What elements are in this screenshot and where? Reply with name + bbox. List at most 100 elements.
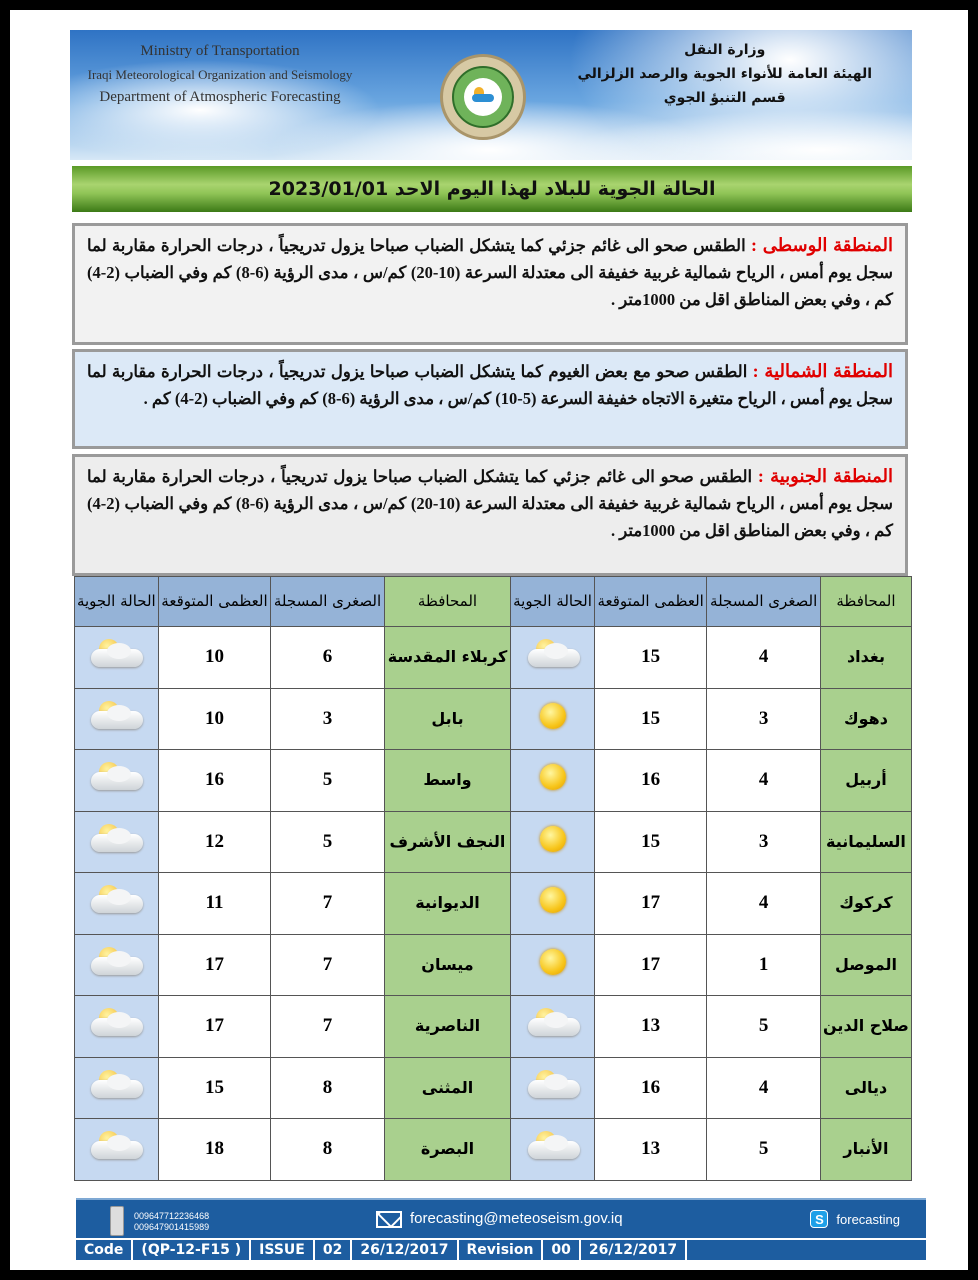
weather-condition [74,1056,159,1119]
partly-cloudy-icon [87,883,145,917]
weather-condition [510,1118,595,1181]
weather-condition [510,995,595,1058]
min-temp: 1 [706,933,821,996]
column-header: المحافظة [819,576,913,627]
table-row: دهوك 3 15 بابل 3 10 [74,687,913,750]
weather-condition [510,872,595,935]
min-temp: 6 [270,626,385,689]
weather-condition [74,687,159,750]
weather-condition [510,626,595,689]
partly-cloudy-icon [87,637,145,671]
province-name: ميسان [383,933,512,996]
province-name: الديوانية [383,872,512,935]
max-temp: 15 [157,1056,272,1119]
partly-cloudy-icon [87,945,145,979]
email-address[interactable]: forecasting@meteoseism.gov.iq [410,1210,623,1227]
weather-condition [510,687,595,750]
code-cell: Code [76,1240,134,1260]
max-temp: 12 [157,810,272,873]
province-name: صلاح الدين [819,995,913,1058]
column-header: العظمى المتوقعة [157,576,272,627]
min-temp: 4 [706,626,821,689]
column-header: العظمى المتوقعة [593,576,708,627]
document-code-bar: Code (QP-12-F15 ) ISSUE 02 26/12/2017 Revisio… [76,1238,926,1260]
max-temp: 10 [157,626,272,689]
partly-cloudy-icon [524,1068,582,1102]
region-name: المنطقة الشمالية : [752,361,894,381]
phone-numbers: 009647712236468 009647901415989 [134,1211,209,1233]
region-south: المنطقة الجنوبية : الطقس صحو الى غائم جز… [72,454,908,576]
region-text: الطقس صحو الى غائم جزئي كما يتشكل الضباب… [87,467,893,540]
province-name: دهوك [819,687,913,750]
region-central: المنطقة الوسطى : الطقس صحو الى غائم جزئي… [72,223,908,345]
footer: 009647712236468 009647901415989 forecast… [76,1198,926,1260]
weather-condition [510,1056,595,1119]
min-temp: 7 [270,995,385,1058]
weather-condition [74,1118,159,1181]
sun-icon [539,702,566,729]
max-temp: 17 [593,872,708,935]
max-temp: 15 [593,810,708,873]
sun-icon [539,764,566,791]
skype-icon: S [810,1210,829,1228]
en-line: Iraqi Meteorological Organization and Se… [87,67,353,82]
code-cell: 00 [543,1240,581,1260]
sun-icon [539,887,566,914]
province-name: كركوك [819,872,913,935]
max-temp: 16 [593,749,708,812]
phone-number: 009647901415989 [134,1222,210,1232]
phone-icon [110,1206,124,1236]
weather-condition [74,810,159,873]
weather-condition [74,995,159,1058]
weather-condition [74,626,159,689]
province-name: السليمانية [819,810,913,873]
table-row: كركوك 4 17 الديوانية 7 11 [74,872,913,935]
code-cell: (QP-12-F15 ) [133,1240,252,1260]
partly-cloudy-icon [87,699,145,733]
en-line: Department of Atmospheric Forecasting [99,89,341,105]
min-temp: 4 [706,872,821,935]
forecast-table: المحافظة الصغرى المسجلة العظمى المتوقعة الح… [74,576,913,1181]
partly-cloudy-icon [87,1129,145,1163]
partly-cloudy-icon [87,1068,145,1102]
table-row: صلاح الدين 5 13 الناصرية 7 17 [74,995,913,1058]
page-title: الحالة الجوية للبلاد لهذا اليوم الاحد 20… [72,166,912,212]
table-row: بغداد 4 15 كربلاء المقدسة 6 10 [74,626,913,689]
province-name: الناصرية [383,995,512,1058]
max-temp: 17 [157,995,272,1058]
region-north: المنطقة الشمالية : الطقس صحو مع بعض الغي… [72,349,908,449]
sun-icon [539,825,566,852]
code-cell: Revision [459,1240,544,1260]
min-temp: 8 [270,1056,385,1119]
partly-cloudy-icon [87,822,145,856]
region-name: المنطقة الوسطى : [751,235,893,255]
max-temp: 11 [157,872,272,935]
weather-condition [510,933,595,996]
max-temp: 13 [593,1118,708,1181]
partly-cloudy-icon [524,1006,582,1040]
table-row: ديالى 4 16 المثنى 8 15 [74,1056,913,1119]
province-name: البصرة [383,1118,512,1181]
province-name: النجف الأشرف [383,810,512,873]
weather-condition [74,872,159,935]
weather-condition [510,810,595,873]
min-temp: 7 [270,872,385,935]
min-temp: 4 [706,749,821,812]
province-name: أربيل [819,749,913,812]
partly-cloudy-icon [524,637,582,671]
max-temp: 13 [593,995,708,1058]
email-icon [376,1210,402,1228]
table-row: الموصل 1 17 ميسان 7 17 [74,933,913,996]
weather-condition [510,749,595,812]
code-cell: 26/12/2017 [581,1240,688,1260]
max-temp: 16 [593,1056,708,1119]
region-name: المنطقة الجنوبية : [757,466,893,486]
province-name: الموصل [819,933,913,996]
column-header: المحافظة [383,576,512,627]
code-cell: 02 [315,1240,353,1260]
min-temp: 8 [270,1118,385,1181]
province-name: بغداد [819,626,913,689]
max-temp: 17 [157,933,272,996]
max-temp: 15 [593,687,708,750]
column-header: الحالة الجوية [74,576,159,627]
